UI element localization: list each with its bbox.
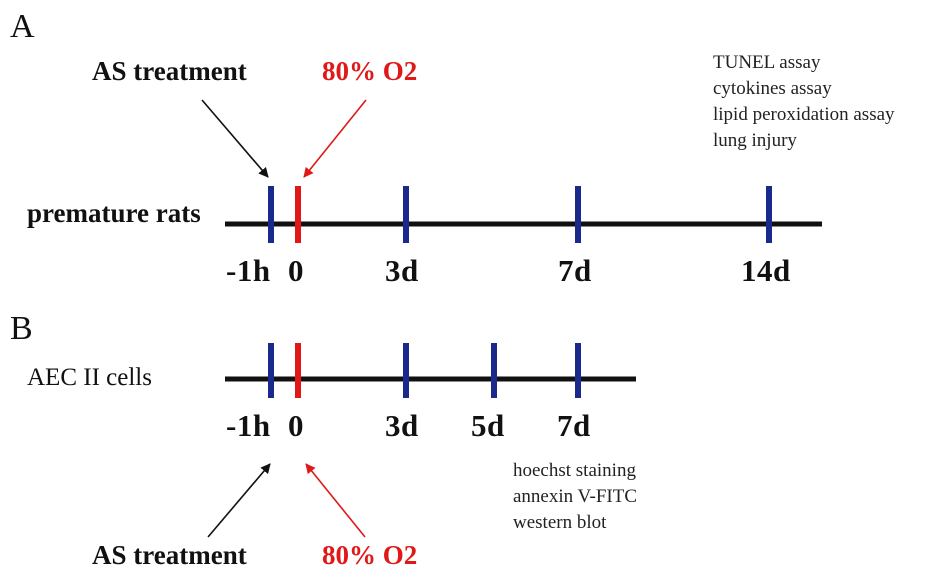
tick-a-0: 0 [288,253,304,288]
panel-a-oxygen-label: 80% O2 [322,56,418,86]
assay-item: lipid peroxidation assay [713,104,895,125]
panel-a-row-label: premature rats [27,198,201,228]
assay-item: hoechst staining [513,460,636,481]
tick-b-3d: 3d [385,408,419,443]
assay-item: lung injury [713,130,797,151]
panel-a-letter: A [10,8,35,45]
assay-item: annexin V-FITC [513,486,638,507]
arrow-b-oxygen [305,463,366,538]
assay-item: cytokines assay [713,78,832,99]
panel-b-assay-list: hoechst staining annexin V-FITC western … [513,458,637,536]
assay-item: western blot [513,512,607,533]
tick-b-7d: 7d [557,408,591,443]
tick-a-7d: 7d [558,253,592,288]
tick-b-0: 0 [288,408,304,443]
arrow-a-treatment [201,99,269,178]
panel-b-oxygen-label: 80% O2 [322,540,418,570]
arrow-b-treatment [207,463,271,538]
panel-b-letter: B [10,310,33,347]
tick-a-14d: 14d [741,253,791,288]
panel-a-assay-list: TUNEL assay cytokines assay lipid peroxi… [713,50,895,154]
tick-a-3d: 3d [385,253,419,288]
panel-b-treatment-label: AS treatment [92,540,247,570]
tick-a-minus1h: -1h [226,253,271,288]
panel-b-row-label: AEC II cells [27,364,152,391]
arrow-a-oxygen [303,99,367,178]
tick-b-5d: 5d [471,408,505,443]
assay-item: TUNEL assay [713,52,821,73]
panel-a-treatment-label: AS treatment [92,56,247,86]
tick-b-minus1h: -1h [226,408,271,443]
